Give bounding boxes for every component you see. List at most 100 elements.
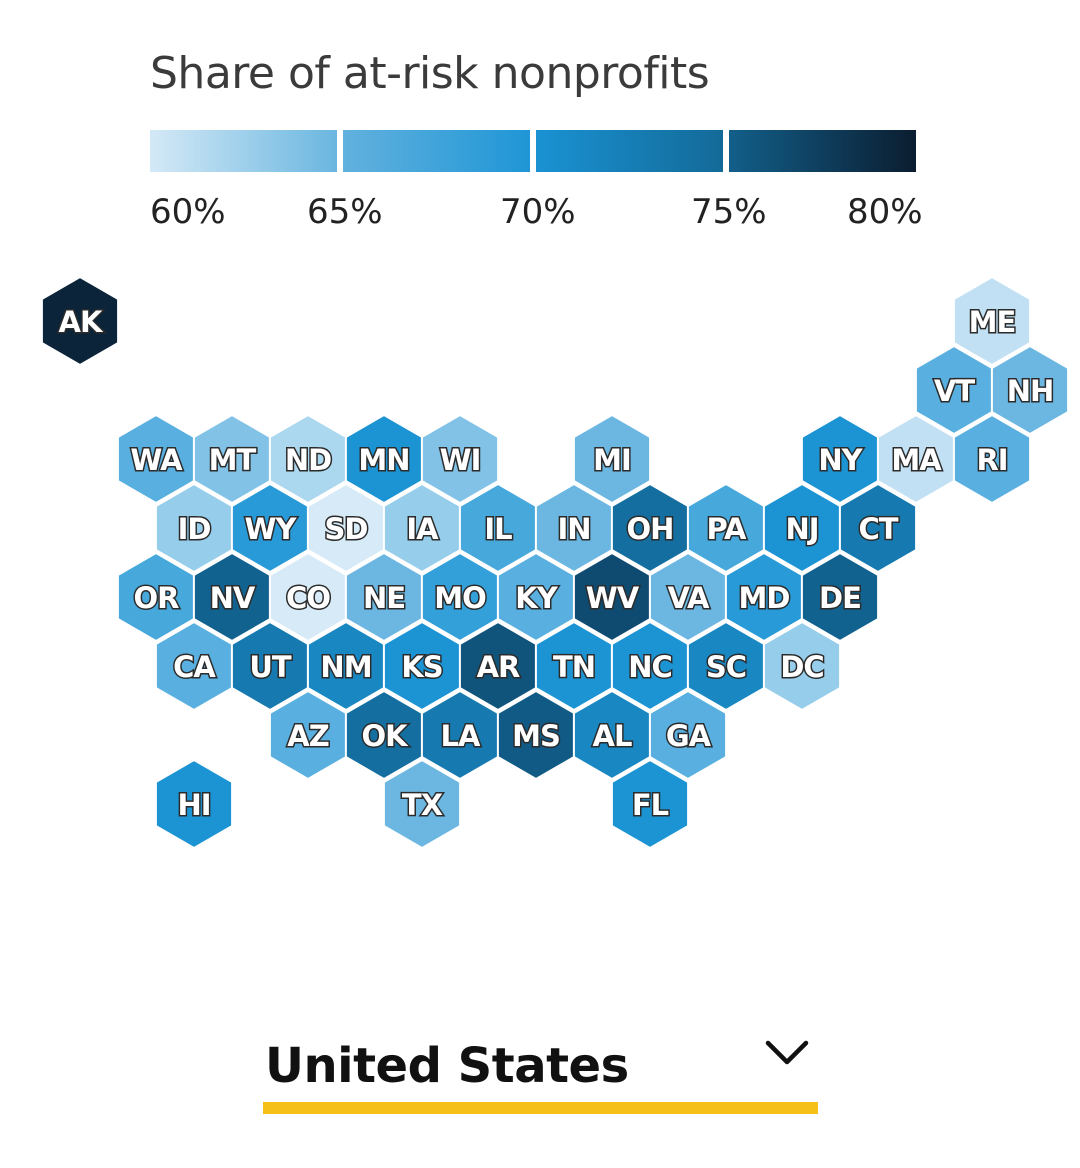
state-hex [952,413,1032,505]
state-tile-la[interactable]: LA [420,689,500,781]
state-label: KS [401,650,442,684]
state-tile-in[interactable]: IN [534,482,614,574]
state-label: WY [245,512,298,546]
state-label: OK [361,719,409,753]
state-tile-ks[interactable]: KS [382,620,462,712]
state-tile-nc[interactable]: NC [610,620,690,712]
state-label: MA [891,443,942,477]
state-tile-il[interactable]: IL [458,482,538,574]
state-hex [952,275,1032,367]
state-tile-de[interactable]: DE [800,551,880,643]
state-tile-md[interactable]: MD [724,551,804,643]
state-label: NC [628,650,672,684]
state-tile-nd[interactable]: ND [268,413,348,505]
state-label: IL [484,512,512,546]
state-tile-co[interactable]: CO [268,551,348,643]
state-tile-tx[interactable]: TX [382,758,462,850]
state-label: WA [130,443,183,477]
state-tile-oh[interactable]: OH [610,482,690,574]
state-tile-hi[interactable]: HI [154,758,234,850]
state-label: SC [706,650,746,684]
state-label: ND [285,443,331,477]
chevron-down-icon [765,1040,809,1065]
state-tile-wa[interactable]: WA [116,413,196,505]
state-label: RI [976,443,1007,477]
hex-tile-map: AK ME VT NH WA MT ND MN WI MI NY MA RI ID WY SD IA IL IN OH… [40,275,1070,850]
state-tile-vt[interactable]: VT [914,344,994,436]
state-hex [40,275,120,367]
state-tile-ma[interactable]: MA [876,413,956,505]
state-tile-ak[interactable]: AK [40,275,120,367]
state-tile-ga[interactable]: GA [648,689,728,781]
state-tile-ms[interactable]: MS [496,689,576,781]
state-label: DE [819,581,861,615]
state-label: GA [666,719,712,753]
legend-tick-label: 75% [691,192,767,232]
state-label: NH [1007,374,1054,408]
state-tile-ny[interactable]: NY [800,413,880,505]
state-tile-al[interactable]: AL [572,689,652,781]
state-tile-ok[interactable]: OK [344,689,424,781]
state-label: NJ [785,512,818,546]
state-tile-me[interactable]: ME [952,275,1032,367]
state-tile-nj[interactable]: NJ [762,482,842,574]
state-label: MI [593,443,631,477]
state-label: FL [632,788,669,822]
state-tile-pa[interactable]: PA [686,482,766,574]
state-label: AR [477,650,520,684]
legend-segment [343,130,530,172]
state-tile-nh[interactable]: NH [990,344,1070,436]
state-label: UT [249,650,292,684]
state-label: SD [325,512,368,546]
legend-segment [150,130,337,172]
state-tile-or[interactable]: OR [116,551,196,643]
region-dropdown[interactable]: United States [263,1030,818,1116]
state-tile-ut[interactable]: UT [230,620,310,712]
state-tile-ar[interactable]: AR [458,620,538,712]
state-hex [762,620,842,712]
state-tile-nv[interactable]: NV [192,551,272,643]
region-dropdown-value: United States [265,1038,629,1094]
state-hex [572,413,652,505]
state-tile-wi[interactable]: WI [420,413,500,505]
state-tile-wv[interactable]: WV [572,551,652,643]
legend-tick-label: 65% [307,192,383,232]
legend-tick-label: 60% [150,192,226,232]
state-label: ID [178,512,211,546]
state-label: NM [320,650,371,684]
state-hex [838,482,918,574]
state-label: TX [402,788,443,822]
state-label: NE [363,581,405,615]
state-label: VT [934,374,975,408]
state-label: VA [668,581,710,615]
state-tile-nm[interactable]: NM [306,620,386,712]
state-tile-ca[interactable]: CA [154,620,234,712]
state-tile-dc[interactable]: DC [762,620,842,712]
state-tile-ct[interactable]: CT [838,482,918,574]
state-label: NY [818,443,863,477]
state-label: AK [59,305,104,339]
state-label: IA [406,512,439,546]
state-tile-mt[interactable]: MT [192,413,272,505]
state-tile-tn[interactable]: TN [534,620,614,712]
state-tile-sd[interactable]: SD [306,482,386,574]
state-label: OH [627,512,674,546]
color-scale-legend [150,130,916,172]
state-label: CT [858,512,898,546]
legend-segment [729,130,916,172]
state-hex [990,344,1070,436]
state-tile-mi[interactable]: MI [572,413,652,505]
legend-tick-label: 70% [500,192,576,232]
state-hex [800,551,880,643]
state-tile-fl[interactable]: FL [610,758,690,850]
state-tile-ri[interactable]: RI [952,413,1032,505]
state-tile-az[interactable]: AZ [268,689,348,781]
state-tile-mn[interactable]: MN [344,413,424,505]
state-label: MN [358,443,409,477]
state-label: MT [209,443,257,477]
state-hex [610,758,690,850]
state-tile-va[interactable]: VA [648,551,728,643]
state-label: OR [134,581,180,615]
dropdown-underline [263,1102,818,1114]
state-label: MS [512,719,560,753]
